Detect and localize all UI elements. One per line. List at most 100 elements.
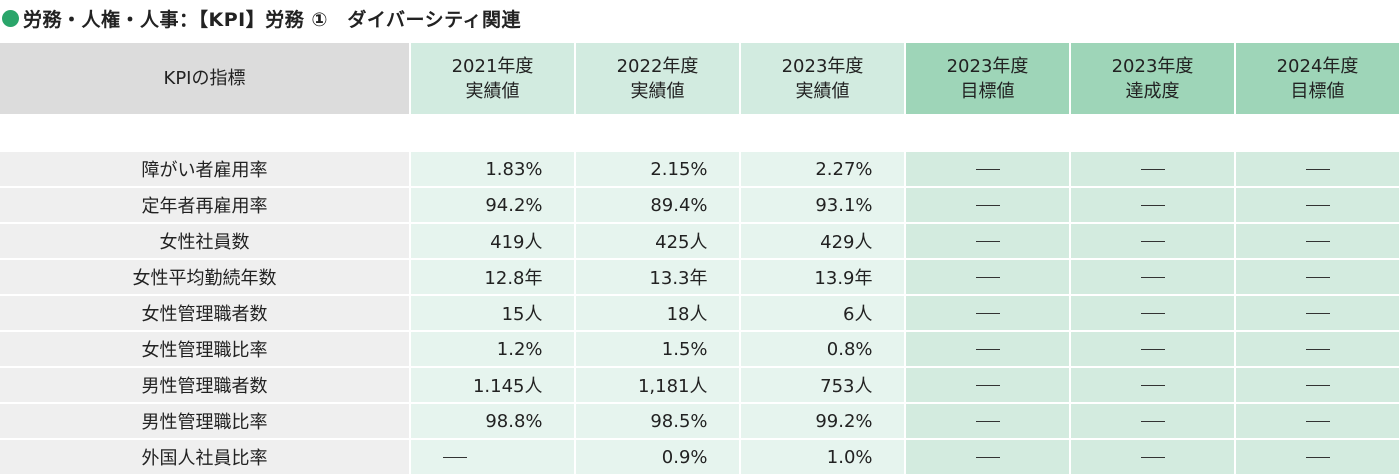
- empty-dash-icon: [1305, 231, 1330, 252]
- empty-dash-icon: [1305, 375, 1330, 396]
- empty-dash-icon: [1305, 339, 1330, 360]
- kpi-label-cell: 女性管理職比率: [0, 332, 409, 366]
- empty-dash-icon: [975, 267, 1000, 288]
- value-cell-2023-target: [906, 332, 1069, 366]
- table-row: 女性平均勤続年数 12.8年 13.3年 13.9年: [0, 260, 1399, 294]
- empty-dash-icon: [975, 339, 1000, 360]
- value-text: 0.9%: [661, 446, 708, 468]
- table-row: 外国人社員比率 0.9% 1.0%: [0, 440, 1399, 474]
- value-text: 1.83%: [485, 158, 543, 180]
- value-cell-2021-actual: 98.8%: [411, 404, 574, 438]
- value-text: 13.3年: [649, 268, 708, 289]
- value-cell-2021-actual: 12.8年: [411, 260, 574, 294]
- header-2022-actual: 2022年度 実績値: [576, 43, 739, 114]
- value-cell-2023-target: [906, 152, 1069, 186]
- empty-dash-icon: [442, 447, 543, 468]
- empty-dash-icon: [1140, 303, 1165, 324]
- header-spacer: [0, 116, 1399, 150]
- header-2023-actual: 2023年度 実績値: [741, 43, 904, 114]
- value-cell-2024-target: [1236, 368, 1399, 402]
- value-cell-2023-target: [906, 188, 1069, 222]
- empty-dash-icon: [975, 411, 1000, 432]
- value-cell-2022-actual: 89.4%: [576, 188, 739, 222]
- value-text: 1.5%: [661, 338, 708, 360]
- value-cell-2023-achievement: [1071, 296, 1234, 330]
- value-text: 13.9年: [814, 268, 873, 289]
- value-cell-2022-actual: 13.3年: [576, 260, 739, 294]
- empty-dash-icon: [1305, 159, 1330, 180]
- value-cell-2023-achievement: [1071, 332, 1234, 366]
- value-cell-2023-actual: 2.27%: [741, 152, 904, 186]
- value-text: 98.8%: [485, 410, 543, 432]
- value-cell-2024-target: [1236, 404, 1399, 438]
- empty-dash-icon: [1140, 195, 1165, 216]
- table-row: 男性管理職者数 1.145人 1,181人 753人: [0, 368, 1399, 402]
- table-row: 女性管理職比率 1.2% 1.5% 0.8%: [0, 332, 1399, 366]
- value-cell-2024-target: [1236, 152, 1399, 186]
- kpi-label-cell: 女性平均勤続年数: [0, 260, 409, 294]
- value-text: 98.5%: [650, 410, 708, 432]
- table-row: 女性管理職者数 15人 18人 6人: [0, 296, 1399, 330]
- value-cell-2023-target: [906, 440, 1069, 474]
- value-text: 93.1%: [815, 194, 873, 216]
- table-row: 障がい者雇用率 1.83% 2.15% 2.27%: [0, 152, 1399, 186]
- value-cell-2021-actual: [411, 440, 574, 474]
- kpi-label-cell: 女性管理職者数: [0, 296, 409, 330]
- value-cell-2024-target: [1236, 260, 1399, 294]
- value-cell-2023-actual: 0.8%: [741, 332, 904, 366]
- empty-dash-icon: [1305, 267, 1330, 288]
- header-2023-target: 2023年度 目標値: [906, 43, 1069, 114]
- value-text: 99.2%: [815, 410, 873, 432]
- empty-dash-icon: [1140, 447, 1165, 468]
- value-cell-2023-target: [906, 224, 1069, 258]
- value-text: 6人: [843, 304, 873, 325]
- value-cell-2022-actual: 425人: [576, 224, 739, 258]
- table-row: 女性社員数 419人 425人 429人: [0, 224, 1399, 258]
- value-cell-2021-actual: 1.2%: [411, 332, 574, 366]
- value-text: 1.0%: [826, 446, 873, 468]
- green-bullet-icon: [2, 9, 19, 27]
- kpi-label-cell: 外国人社員比率: [0, 440, 409, 474]
- value-text: 753人: [820, 376, 873, 397]
- header-2024-target: 2024年度 目標値: [1236, 43, 1399, 114]
- value-text: 419人: [490, 232, 543, 253]
- value-cell-2023-achievement: [1071, 260, 1234, 294]
- value-cell-2022-actual: 18人: [576, 296, 739, 330]
- value-cell-2021-actual: 419人: [411, 224, 574, 258]
- empty-dash-icon: [1140, 411, 1165, 432]
- value-cell-2023-achievement: [1071, 152, 1234, 186]
- value-cell-2024-target: [1236, 296, 1399, 330]
- value-text: 1.145人: [472, 376, 543, 397]
- value-cell-2022-actual: 1,181人: [576, 368, 739, 402]
- value-text: 1.2%: [496, 338, 543, 360]
- value-cell-2024-target: [1236, 188, 1399, 222]
- value-cell-2024-target: [1236, 332, 1399, 366]
- value-text: 2.15%: [650, 158, 708, 180]
- value-cell-2021-actual: 15人: [411, 296, 574, 330]
- value-cell-2023-actual: 93.1%: [741, 188, 904, 222]
- value-cell-2022-actual: 1.5%: [576, 332, 739, 366]
- empty-dash-icon: [975, 159, 1000, 180]
- value-cell-2022-actual: 98.5%: [576, 404, 739, 438]
- value-cell-2023-target: [906, 368, 1069, 402]
- empty-dash-icon: [1140, 339, 1165, 360]
- value-text: 94.2%: [485, 194, 543, 216]
- kpi-label-cell: 定年者再雇用率: [0, 188, 409, 222]
- value-cell-2023-achievement: [1071, 404, 1234, 438]
- empty-dash-icon: [975, 195, 1000, 216]
- value-cell-2023-actual: 1.0%: [741, 440, 904, 474]
- value-text: 425人: [655, 232, 708, 253]
- kpi-label-cell: 男性管理職比率: [0, 404, 409, 438]
- kpi-label-cell: 障がい者雇用率: [0, 152, 409, 186]
- value-cell-2023-actual: 99.2%: [741, 404, 904, 438]
- empty-dash-icon: [1305, 303, 1330, 324]
- empty-dash-icon: [1305, 195, 1330, 216]
- kpi-label-cell: 男性管理職者数: [0, 368, 409, 402]
- table-header-row: KPIの指標 2021年度 実績値 2022年度 実績値 2023年度 実績値 …: [0, 43, 1399, 114]
- value-text: 15人: [501, 304, 543, 325]
- empty-dash-icon: [975, 303, 1000, 324]
- value-cell-2021-actual: 94.2%: [411, 188, 574, 222]
- value-cell-2022-actual: 2.15%: [576, 152, 739, 186]
- value-cell-2023-achievement: [1071, 188, 1234, 222]
- value-cell-2023-actual: 429人: [741, 224, 904, 258]
